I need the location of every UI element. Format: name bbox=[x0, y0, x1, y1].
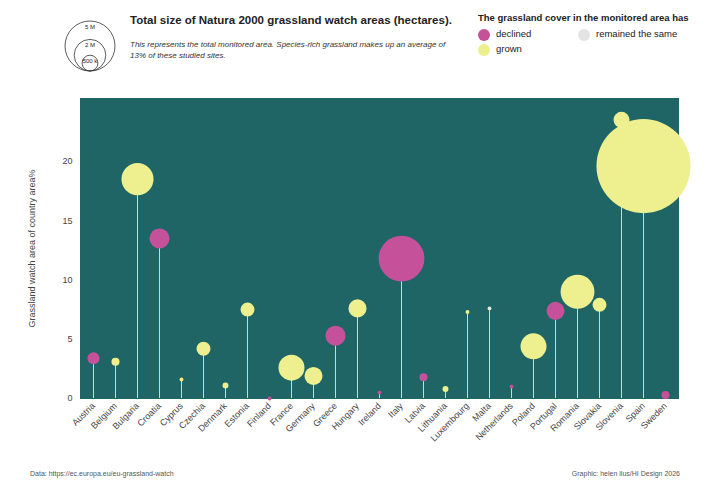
svg-text:Cyprus: Cyprus bbox=[157, 400, 185, 429]
svg-text:15: 15 bbox=[62, 216, 72, 226]
svg-text:Poland: Poland bbox=[510, 400, 537, 428]
svg-text:Slovenia: Slovenia bbox=[593, 401, 624, 432]
svg-text:0: 0 bbox=[67, 393, 72, 403]
svg-text:Italy: Italy bbox=[386, 401, 405, 420]
svg-text:Czechia: Czechia bbox=[176, 400, 207, 431]
svg-text:Lithuania: Lithuania bbox=[416, 400, 449, 434]
svg-text:20: 20 bbox=[62, 156, 72, 166]
svg-text:Ireland: Ireland bbox=[356, 401, 383, 428]
svg-text:Malta: Malta bbox=[470, 400, 493, 424]
html-text:The grassland cover in the mon: The grassland cover in the monitored are… bbox=[478, 12, 689, 23]
html-text:remained the same: remained the same bbox=[596, 28, 678, 39]
svg-text:Slovakia: Slovakia bbox=[571, 400, 603, 432]
svg-text:10: 10 bbox=[62, 275, 72, 285]
svg-text:Finland: Finland bbox=[245, 401, 273, 429]
svg-text:Croatia: Croatia bbox=[135, 401, 163, 429]
html-text:declined: declined bbox=[496, 28, 532, 39]
svg-text:Denmark: Denmark bbox=[196, 401, 229, 434]
html-text:This represents the total moni: This represents the total monitored area… bbox=[130, 40, 446, 60]
svg-text:500 k: 500 k bbox=[83, 58, 99, 64]
svg-text:5: 5 bbox=[67, 334, 72, 344]
svg-text:Grassland watch area of countr: Grassland watch area of country area% bbox=[27, 169, 37, 327]
html-text:Graphic: helen ilus/HI Design: Graphic: helen ilus/HI Design 2026 bbox=[571, 470, 680, 477]
svg-text:5 M: 5 M bbox=[85, 24, 95, 30]
svg-text:Belgium: Belgium bbox=[88, 400, 119, 431]
html-text:Total size of Natura 2000 gras: Total size of Natura 2000 grassland watc… bbox=[130, 14, 452, 26]
svg-text:Estonia: Estonia bbox=[223, 401, 251, 429]
svg-text:Austria: Austria bbox=[70, 400, 97, 428]
html-text:grown: grown bbox=[496, 43, 522, 54]
html-text:Data: https://ec.europa.eu/eu-: Data: https://ec.europa.eu/eu-grassland-… bbox=[30, 470, 174, 477]
svg-text:Portugal: Portugal bbox=[528, 400, 559, 432]
svg-text:Latvia: Latvia bbox=[402, 400, 427, 425]
svg-text:Luxembourg: Luxembourg bbox=[428, 401, 470, 443]
svg-text:Bulgaria: Bulgaria bbox=[111, 401, 141, 431]
svg-text:2 M: 2 M bbox=[85, 42, 95, 48]
svg-text:Germany: Germany bbox=[284, 401, 318, 435]
svg-text:Sweden: Sweden bbox=[639, 401, 669, 431]
svg-text:Hungary: Hungary bbox=[330, 401, 361, 432]
svg-text:Greece: Greece bbox=[311, 400, 339, 429]
svg-text:Spain: Spain bbox=[623, 400, 647, 425]
svg-text:France: France bbox=[268, 400, 295, 428]
svg-text:Netherlands: Netherlands bbox=[474, 401, 516, 443]
svg-text:Romania: Romania bbox=[548, 400, 581, 434]
